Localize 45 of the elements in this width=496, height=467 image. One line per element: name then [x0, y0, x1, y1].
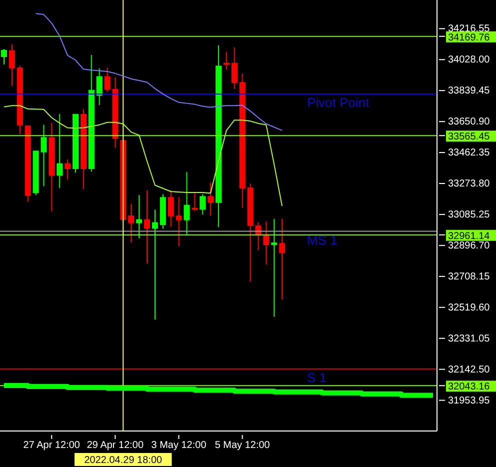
- line-series: [35, 12, 283, 131]
- candlestick: [144, 190, 150, 264]
- x-tick-label: 2022.04.29 18:00: [84, 455, 163, 466]
- ref-line-label: Pivot Point: [307, 94, 370, 110]
- candlestick: [231, 46, 238, 90]
- candlestick: [271, 218, 278, 318]
- candlestick: [152, 209, 158, 320]
- ref-line-label: S 1: [307, 370, 327, 385]
- candlestick: [223, 52, 230, 70]
- y-tick-label: 33565.45: [448, 132, 490, 143]
- x-tick-label: 5 May 12:00: [214, 440, 270, 451]
- y-tick-label: 33650.90: [448, 116, 490, 128]
- y-tick-label: 33085.25: [448, 209, 490, 220]
- y-tick-label: 32961.14: [448, 230, 490, 242]
- candlestick: [128, 203, 134, 243]
- candlestick: [64, 158, 71, 180]
- y-tick-label: 31953.95: [448, 395, 490, 406]
- line-series: [3, 105, 283, 206]
- ref-line-label: MS 1: [307, 232, 338, 248]
- y-tick-label: 34028.00: [448, 54, 490, 66]
- candlestick: [96, 68, 102, 106]
- candlestick: [1, 48, 7, 65]
- y-tick-label: 32896.70: [448, 240, 490, 252]
- y-tick-label: 34169.76: [448, 32, 490, 44]
- x-tick-label: 3 May 12:00: [151, 440, 207, 451]
- candlestick: [8, 44, 15, 86]
- candlestick: [208, 182, 214, 216]
- candlestick: [200, 194, 206, 216]
- x-tick-label: 27 Apr 12:00: [23, 440, 80, 451]
- candlestick: [176, 196, 182, 247]
- y-tick-label: 32331.05: [448, 333, 490, 344]
- x-tick-label: 29 Apr 12:00: [86, 440, 144, 451]
- candlestick: [56, 113, 63, 189]
- candlestick: [263, 220, 270, 265]
- y-tick-label: 33839.45: [448, 86, 490, 97]
- y-tick-label: 33273.80: [448, 178, 490, 190]
- y-tick-label: 33462.35: [448, 148, 490, 159]
- candlestick: [168, 190, 174, 228]
- y-tick-label: 32519.60: [448, 302, 490, 314]
- y-tick-label: 32708.15: [448, 271, 490, 282]
- y-tick-label: 32043.16: [448, 382, 490, 393]
- y-tick-label: 32142.50: [448, 364, 490, 376]
- y-tick-label: 34216.55: [448, 24, 490, 35]
- candlestick: [184, 171, 190, 235]
- candlestick: [279, 218, 286, 300]
